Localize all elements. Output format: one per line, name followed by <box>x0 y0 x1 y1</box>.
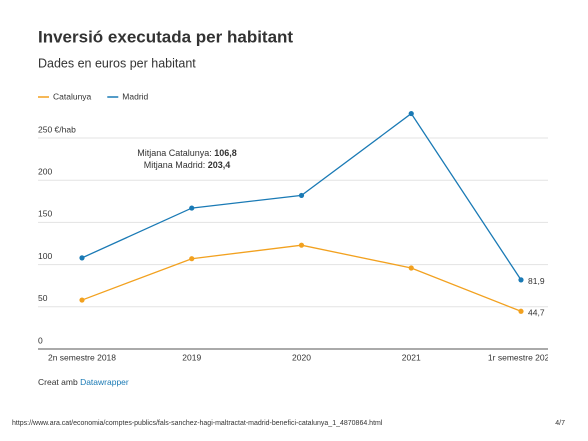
data-point <box>408 265 414 271</box>
y-tick-label: 200 <box>38 166 52 176</box>
credit-link[interactable]: Datawrapper <box>80 377 129 387</box>
credit-text: Creat amb <box>38 377 78 387</box>
chart-title: Inversió executada per habitant <box>38 27 293 46</box>
annotation-text: Mitjana Catalunya: <box>137 148 212 158</box>
x-tick-label: 2019 <box>182 352 201 362</box>
data-point <box>408 110 414 117</box>
annotation: Mitjana Catalunya: 106,8 <box>137 148 237 158</box>
data-point <box>298 192 305 199</box>
y-tick-label: 150 <box>38 209 52 219</box>
credit: Creat amb Datawrapper <box>38 377 129 387</box>
annotation-text: Mitjana Madrid: <box>144 160 206 170</box>
y-tick-label: 50 <box>38 293 48 303</box>
annotation-value: 106,8 <box>214 148 237 158</box>
data-point <box>189 205 195 211</box>
legend-label: Catalunya <box>53 91 92 101</box>
data-point <box>518 308 524 314</box>
data-point <box>298 242 305 248</box>
x-tick-label: 1r semestre 2022 <box>488 352 554 362</box>
x-axis: 2n semestre 2018 2019 2020 2021 1r semestre … <box>48 352 554 362</box>
annotation-value: 203,4 <box>208 160 231 170</box>
legend-label: Madrid <box>122 91 148 101</box>
y-tick-label: 0 <box>38 335 43 345</box>
y-tick-label: 250 €/hab <box>38 124 76 134</box>
series-line <box>81 244 522 312</box>
annotation: Mitjana Madrid: 203,4 <box>144 160 231 170</box>
x-tick-label: 2n semestre 2018 <box>48 352 116 362</box>
data-point <box>518 277 524 283</box>
x-tick-label: 2021 <box>402 352 421 362</box>
data-label: 81,9 <box>528 276 545 286</box>
data-label: 44,7 <box>528 308 545 318</box>
x-tick-label: 2020 <box>292 352 311 362</box>
data-point <box>79 255 85 261</box>
data-point <box>189 256 195 262</box>
page-number: 4/7 <box>555 420 565 427</box>
page-url: https://www.ara.cat/economia/comptes-pub… <box>12 420 383 427</box>
chart-subtitle: Dades en euros per habitant <box>38 56 196 70</box>
data-point <box>79 297 85 303</box>
y-tick-label: 100 <box>38 251 52 261</box>
